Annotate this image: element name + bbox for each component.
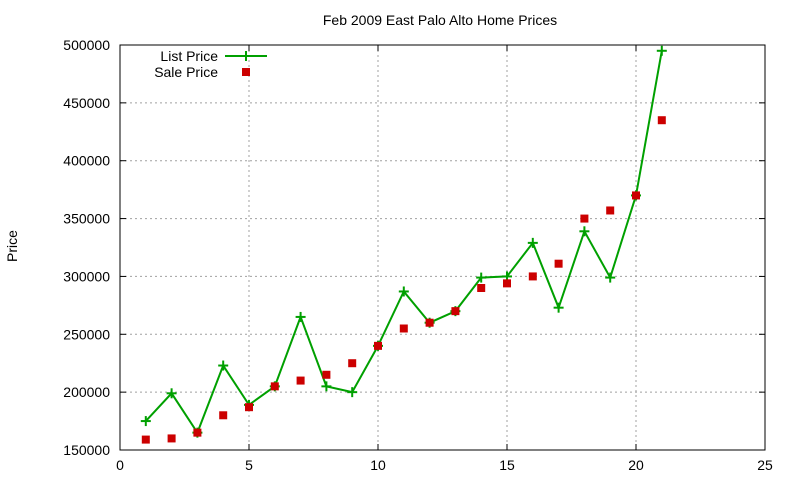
sale-price-marker	[606, 206, 615, 215]
y-tick-label: 200000	[63, 384, 110, 400]
sale-price-marker	[296, 376, 305, 385]
legend-label: List Price	[160, 48, 218, 64]
legend-square-icon	[242, 68, 250, 76]
x-tick-label: 0	[116, 457, 124, 473]
sale-price-marker	[245, 403, 253, 412]
y-tick-label: 350000	[63, 211, 110, 227]
sale-price-marker	[322, 370, 331, 379]
x-tick-label: 25	[757, 457, 773, 473]
sale-price-marker	[451, 307, 460, 316]
sale-price-marker	[270, 382, 279, 391]
sale-price-marker	[477, 284, 486, 292]
sale-price-marker	[580, 214, 589, 223]
y-tick-label: 450000	[63, 95, 110, 111]
sale-price-marker	[193, 428, 202, 437]
sale-price-marker	[399, 324, 408, 333]
sale-price-marker	[632, 191, 640, 200]
sale-price-marker	[503, 279, 511, 288]
y-tick-label: 150000	[63, 442, 110, 458]
y-tick-label: 400000	[63, 153, 110, 169]
sale-price-marker	[657, 116, 666, 125]
sale-price-marker	[348, 359, 357, 368]
sale-price-marker	[219, 411, 228, 420]
legend-label: Sale Price	[154, 64, 218, 80]
y-tick-label: 500000	[63, 37, 110, 53]
chart-title: Feb 2009 East Palo Alto Home Prices	[322, 12, 558, 28]
plot-frame	[119, 44, 766, 451]
x-tick-label: 5	[245, 457, 253, 473]
sale-price-marker	[167, 434, 176, 443]
x-tick-label: 20	[628, 457, 644, 473]
sale-price-marker	[374, 341, 382, 350]
sale-price-marker	[425, 318, 434, 327]
y-tick-label: 300000	[63, 268, 110, 284]
y-tick-label: 250000	[63, 326, 110, 342]
x-tick-label: 15	[499, 457, 515, 473]
sale-price-marker	[141, 435, 150, 444]
x-tick-label: 10	[370, 457, 386, 473]
sale-price-marker	[554, 259, 563, 268]
sale-price-marker	[528, 272, 537, 281]
list-price-line	[145, 50, 663, 435]
